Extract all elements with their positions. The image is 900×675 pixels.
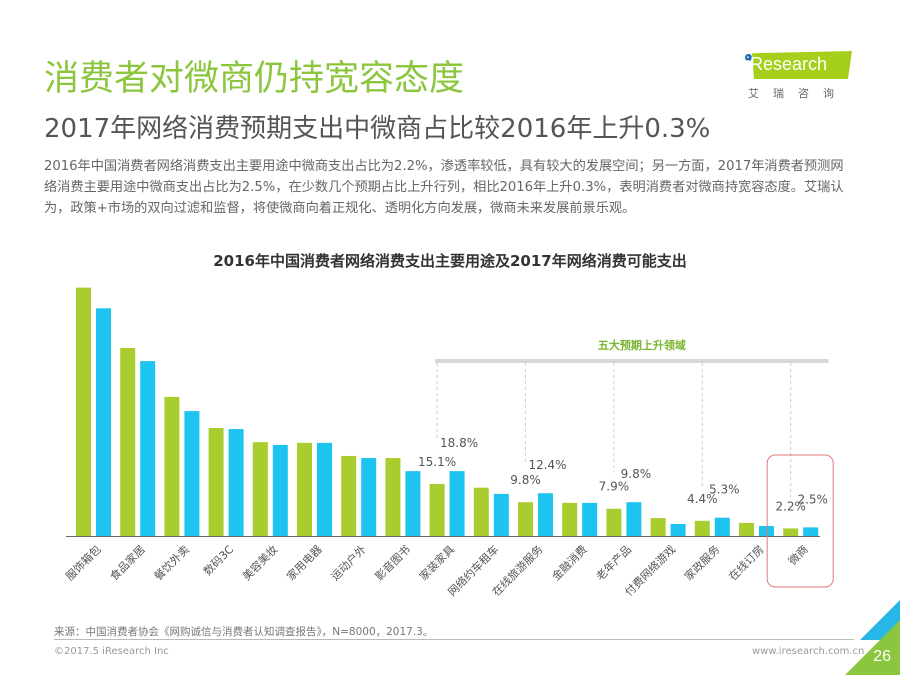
- x-tick-label: 在线订房: [726, 542, 767, 583]
- data-label-2016: 2.2%: [775, 499, 806, 513]
- page-subtitle: 2017年网络消费预期支出中微商占比较2016年上升0.3%: [44, 114, 711, 144]
- data-label-2017: 9.8%: [621, 467, 652, 481]
- bar-2016: [297, 442, 312, 536]
- bar-2017: [493, 493, 509, 536]
- bar-2017: [96, 308, 111, 536]
- bar-2017: [759, 525, 774, 536]
- bar-2016: [606, 508, 622, 536]
- source-note: 来源：中国消费者协会《网购诚信与消费者认知调查报告》，N=8000，2017.3…: [54, 626, 434, 638]
- bar-2016: [429, 483, 445, 536]
- x-tick-label: 运动户外: [328, 542, 369, 583]
- x-tick-label: 微商: [785, 542, 810, 567]
- x-tick-label: 数码3C: [201, 543, 236, 578]
- x-tick-label: 影音图书: [372, 542, 413, 583]
- x-tick-label: 家装家具: [416, 542, 457, 583]
- bar-2016: [562, 502, 578, 536]
- corner-decoration: [845, 600, 900, 675]
- bar-2017: [361, 458, 377, 536]
- x-tick-label: 食品家居: [107, 542, 148, 583]
- data-label-2017: 2.5%: [797, 492, 828, 506]
- bar-2016: [252, 442, 268, 536]
- data-label-2017: 18.8%: [440, 436, 478, 450]
- bar-2017: [317, 442, 332, 536]
- bar-2017: [228, 429, 244, 536]
- x-tick-label: 家政服务: [681, 542, 722, 583]
- annotation-bracket: [435, 359, 829, 363]
- data-label-2016: 7.9%: [599, 480, 630, 494]
- bar-2016: [76, 287, 91, 536]
- bar-2016: [650, 518, 666, 536]
- data-label-2016: 15.1%: [418, 455, 456, 469]
- bar-2017: [538, 493, 553, 536]
- bar-2016: [739, 522, 754, 536]
- logo-chinese-name: 艾瑞咨询: [748, 87, 848, 100]
- bar-2016: [385, 458, 401, 536]
- x-tick-label: 金融消费: [549, 542, 590, 583]
- bar-2017: [714, 517, 730, 536]
- bar-2017: [140, 361, 156, 536]
- corner-green-shape: [845, 620, 900, 675]
- bar-2017: [184, 411, 200, 536]
- x-tick-label: 服饰箱包: [63, 542, 104, 583]
- bar-2016: [120, 347, 136, 536]
- bar-2016: [341, 455, 357, 536]
- bar-2017: [803, 527, 819, 536]
- bar-2017: [670, 523, 686, 536]
- bar-2017: [449, 471, 465, 536]
- data-label-2017: 12.4%: [528, 458, 566, 472]
- logo-text: iResearch: [746, 54, 828, 74]
- data-label-2016: 9.8%: [510, 473, 541, 487]
- annotation-label: 五大预期上升领域: [598, 338, 686, 352]
- logo-background: [752, 51, 852, 79]
- bar-2016: [473, 487, 489, 536]
- x-tick-label: 美容美妆: [239, 542, 280, 583]
- page-number: 26: [873, 648, 891, 665]
- description-paragraph: 2016年中国消费者网络消费支出主要用途中微商支出占比为2.2%，渗透率较低，具…: [44, 159, 844, 216]
- bar-2017: [582, 502, 598, 536]
- bar-chart: 服饰箱包 食品家居 餐饮外卖 数码3C 美容美妆 家用电器 运动户外 影音图书 家装家具网络约车…: [63, 287, 834, 599]
- bar-2016: [164, 396, 180, 536]
- bar-2016: [518, 502, 533, 536]
- logo-dot-icon: [745, 54, 752, 61]
- bar-2017: [272, 444, 288, 536]
- website-link[interactable]: www.iresearch.com.cn: [752, 646, 865, 657]
- x-tick-label: 老年产品: [593, 542, 634, 583]
- bar-2016: [694, 520, 710, 536]
- bar-2016: [208, 428, 224, 536]
- x-tick-label: 家用电器: [284, 542, 325, 583]
- bar-2017: [626, 502, 642, 536]
- bar-2016: [783, 528, 799, 536]
- footer-divider: [54, 639, 854, 640]
- data-label-2016: 4.4%: [687, 492, 718, 506]
- data-label-2017: 5.3%: [709, 483, 740, 497]
- page-title: 消费者对微商仍持宽容态度: [44, 59, 465, 99]
- copyright: ©2017.5 iResearch Inc: [54, 646, 169, 657]
- highlight-box: [766, 454, 834, 588]
- bar-2017: [405, 471, 421, 536]
- x-tick-label: 餐饮外卖: [151, 542, 192, 583]
- chart-title: 2016年中国消费者网络消费支出主要用途及2017年网络消费可能支出: [213, 252, 687, 270]
- iresearch-logo: iResearch 艾瑞咨询: [742, 47, 854, 105]
